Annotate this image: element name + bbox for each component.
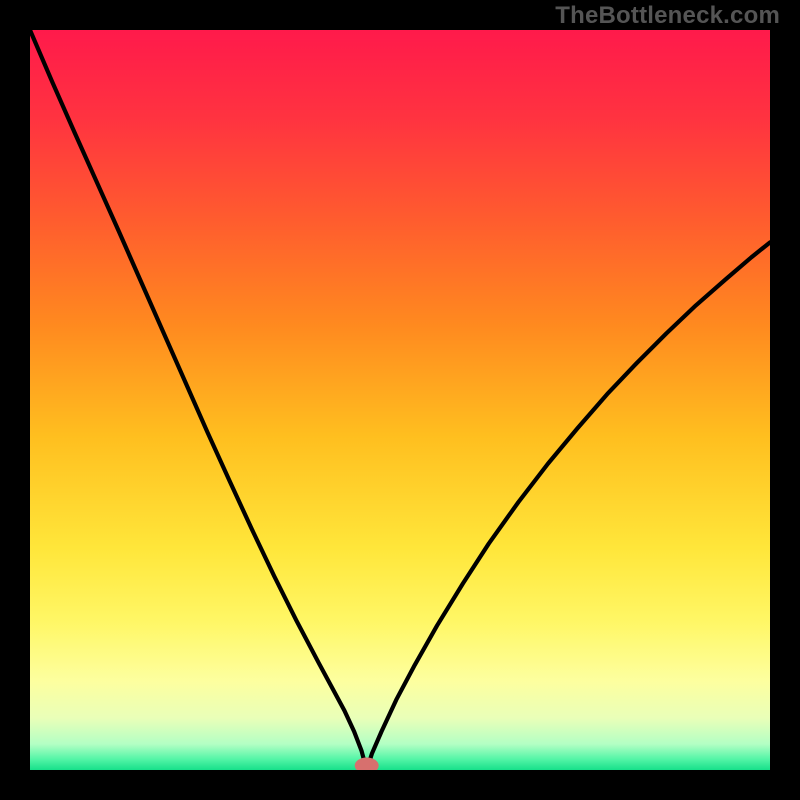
gradient-rect [30,30,770,770]
watermark-text: TheBottleneck.com [555,2,780,30]
outer-frame: TheBottleneck.com [0,0,800,800]
plot-area [30,30,770,770]
